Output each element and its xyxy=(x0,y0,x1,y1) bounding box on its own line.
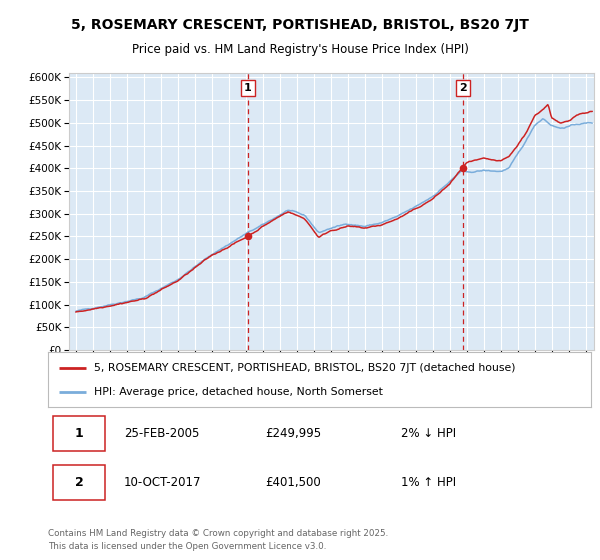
Text: 1: 1 xyxy=(244,83,251,93)
Text: 10-OCT-2017: 10-OCT-2017 xyxy=(124,475,202,489)
Text: Price paid vs. HM Land Registry's House Price Index (HPI): Price paid vs. HM Land Registry's House … xyxy=(131,43,469,56)
Text: 2: 2 xyxy=(459,83,467,93)
FancyBboxPatch shape xyxy=(53,416,105,451)
Text: 25-FEB-2005: 25-FEB-2005 xyxy=(124,427,199,440)
Text: 2: 2 xyxy=(74,475,83,489)
Text: 5, ROSEMARY CRESCENT, PORTISHEAD, BRISTOL, BS20 7JT: 5, ROSEMARY CRESCENT, PORTISHEAD, BRISTO… xyxy=(71,18,529,32)
Text: Contains HM Land Registry data © Crown copyright and database right 2025.
This d: Contains HM Land Registry data © Crown c… xyxy=(48,529,388,550)
Text: £401,500: £401,500 xyxy=(265,475,321,489)
Text: £249,995: £249,995 xyxy=(265,427,322,440)
FancyBboxPatch shape xyxy=(53,465,105,500)
Text: 1% ↑ HPI: 1% ↑ HPI xyxy=(401,475,456,489)
Text: 5, ROSEMARY CRESCENT, PORTISHEAD, BRISTOL, BS20 7JT (detached house): 5, ROSEMARY CRESCENT, PORTISHEAD, BRISTO… xyxy=(94,363,515,372)
Text: 1: 1 xyxy=(74,427,83,440)
Text: HPI: Average price, detached house, North Somerset: HPI: Average price, detached house, Nort… xyxy=(94,387,383,396)
Text: 2% ↓ HPI: 2% ↓ HPI xyxy=(401,427,456,440)
